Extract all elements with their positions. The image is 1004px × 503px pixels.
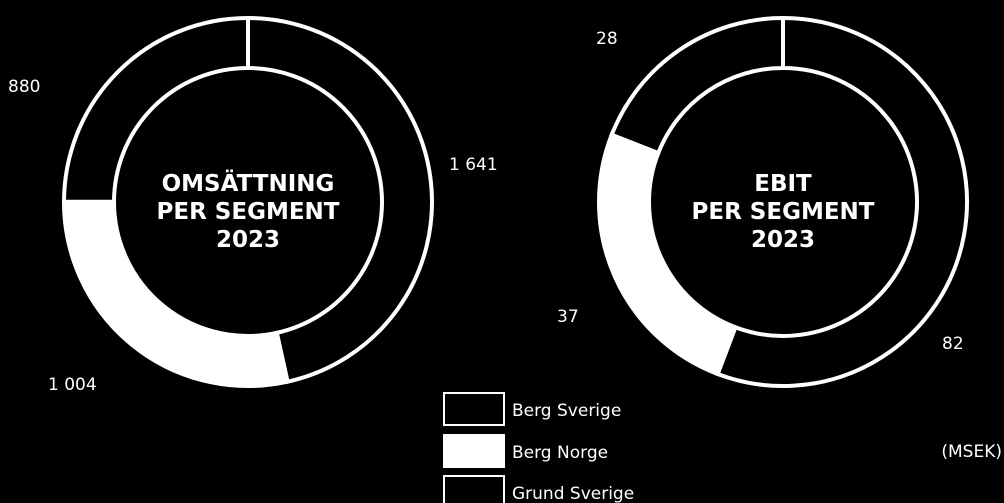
donut-ebit-title-line-1: EBIT	[754, 171, 812, 197]
legend-label-grund-sverige: Grund Sverige	[512, 484, 634, 503]
legend-label-berg-sverige: Berg Sverige	[512, 401, 621, 421]
donut-omsattning-title-line-1: OMSÄTTNING	[162, 169, 335, 197]
legend-swatch-berg-sverige	[443, 392, 505, 426]
ebit-slice-berg-norge	[597, 132, 738, 377]
ebit-slice-berg-sverige	[715, 15, 969, 388]
donut-omsattning-title-line-3: 2023	[216, 227, 280, 253]
omsattning-slice-grund-sverige	[61, 15, 250, 204]
omsattning-slice-berg-norge	[62, 199, 290, 388]
donut-ebit-title-line-3: 2023	[751, 227, 815, 253]
legend-label-berg-norge: Berg Norge	[512, 443, 608, 463]
donut-ebit-title-line-2: PER SEGMENT	[692, 199, 875, 225]
ebit-label-grund-sverige: 28	[596, 29, 618, 49]
unit-note: (MSEK)	[941, 442, 1002, 462]
ebit-label-berg-norge: 37	[557, 307, 579, 327]
omsattning-label-berg-sverige: 1 641	[449, 155, 498, 175]
ebit-label-berg-sverige: 82	[942, 334, 964, 354]
ebit-slice-grund-sverige	[609, 15, 785, 156]
donut-omsattning-title-line-2: PER SEGMENT	[157, 199, 340, 225]
legend-swatch-grund-sverige	[443, 475, 505, 503]
donut-omsattning	[61, 15, 434, 388]
omsattning-label-berg-norge: 1 004	[48, 375, 97, 395]
omsattning-slice-berg-sverige	[246, 15, 434, 385]
legend-swatch-berg-norge	[443, 434, 505, 468]
donut-ebit	[597, 15, 969, 388]
omsattning-label-grund-sverige: 880	[8, 77, 40, 97]
